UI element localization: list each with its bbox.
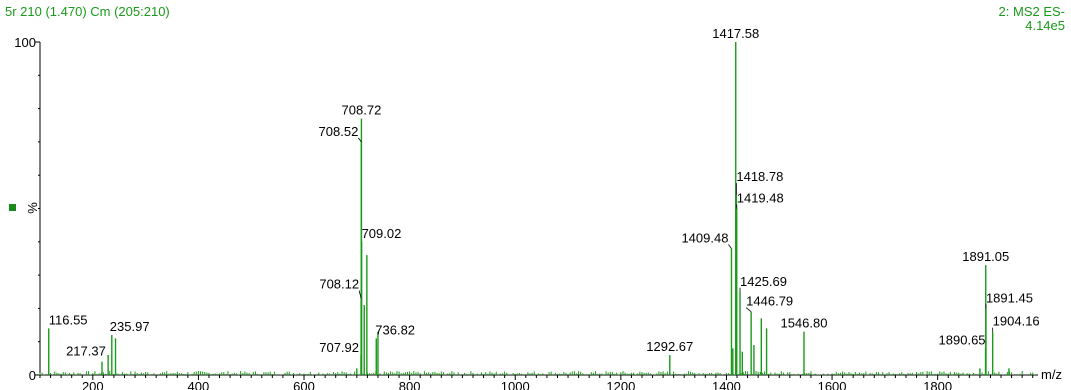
peak-label: 1425.69	[740, 274, 787, 289]
peak-label: 736.82	[375, 322, 415, 337]
label-leader	[358, 137, 362, 143]
x-axis-label: m/z	[1041, 367, 1062, 382]
peak-label: 235.97	[110, 319, 150, 334]
peak-label: 1446.79	[746, 294, 793, 309]
label-leader	[745, 307, 752, 313]
peak-label: 217.37	[66, 344, 106, 359]
peak-label: 1890.65	[939, 332, 986, 347]
x-tick-label: 1600	[818, 379, 847, 390]
peak-label: 1891.05	[962, 249, 1009, 264]
peak-label: 708.12	[319, 276, 359, 291]
peak-label: 707.92	[319, 340, 359, 355]
x-tick-label: 1400	[712, 379, 741, 390]
peak-label: 1419.48	[737, 191, 784, 206]
x-tick-label: 600	[293, 379, 315, 390]
scan-header: 5r 210 (1.470) Cm (205:210)	[5, 4, 170, 19]
x-tick-label: 1800	[923, 379, 952, 390]
peak-label: 708.72	[342, 103, 382, 118]
peaks	[39, 42, 1036, 375]
peak-labels: 116.55 217.37 235.97 707.92 708.12 708.52 708.…	[49, 26, 1040, 359]
trace-marker-icon	[9, 204, 16, 211]
x-tick-label: 1200	[606, 379, 635, 390]
peak-label: 1292.67	[646, 339, 693, 354]
function-label: 2: MS2 ES-	[998, 4, 1065, 19]
x-tick-label: 400	[188, 379, 210, 390]
peak-label: 1546.80	[780, 316, 827, 331]
peak-label: 1891.45	[986, 290, 1033, 305]
peak-label: 1409.48	[681, 230, 728, 245]
label-leader	[358, 290, 362, 299]
x-tick-label: 200	[82, 379, 104, 390]
y-tick-label-0: 0	[29, 368, 36, 383]
function-header: 2: MS2 ES- 4.14e5	[999, 5, 1065, 33]
peak-label: 1418.78	[736, 169, 783, 184]
peak-label: 1417.58	[712, 26, 759, 41]
y-tick-label-100: 100	[14, 35, 36, 50]
max-intensity-label: 4.14e5	[1025, 18, 1065, 33]
peak-label: 116.55	[49, 312, 88, 327]
x-tick-label: 1000	[501, 379, 530, 390]
peak-label: 709.02	[362, 226, 402, 241]
peak-label: 708.52	[319, 124, 359, 139]
x-tick-label: 800	[399, 379, 421, 390]
peak-label: 1904.16	[993, 314, 1040, 329]
y-axis-label: %	[25, 202, 40, 214]
label-leader	[728, 244, 732, 249]
